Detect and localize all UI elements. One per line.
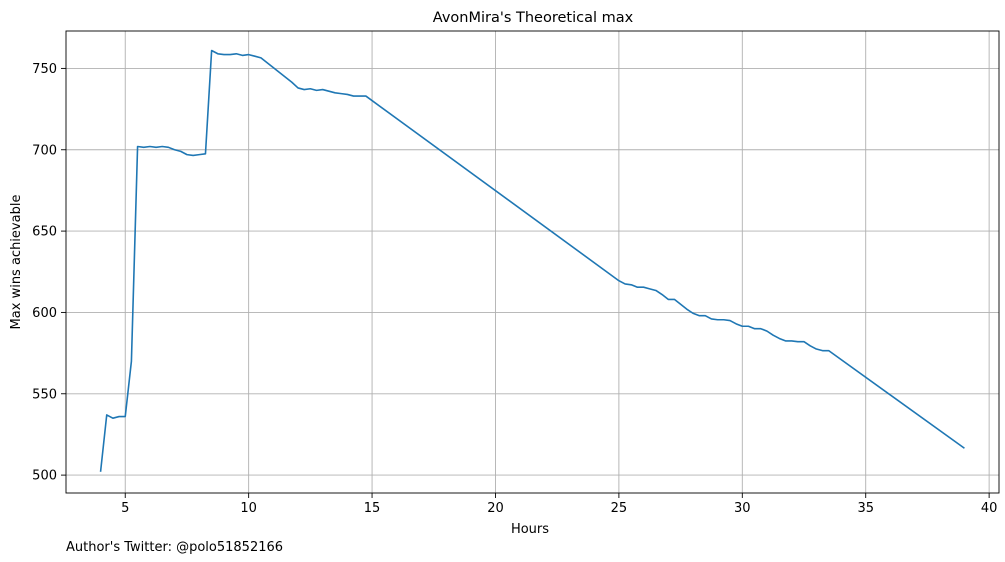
y-tick-label: 600 <box>32 306 57 321</box>
series-layer <box>99 49 965 472</box>
x-axis-ticks: 5 10 15 20 25 30 35 40 <box>121 493 997 516</box>
plot-frame <box>65 30 1000 494</box>
x-tick-label: 20 <box>487 501 504 516</box>
y-tick-label: 650 <box>32 225 57 240</box>
x-tick-label: 35 <box>857 501 874 516</box>
y-tick-label: 700 <box>32 143 57 158</box>
y-axis-label: Max wins achievable <box>9 195 24 330</box>
y-axis-ticks: 500 550 600 650 700 750 <box>32 62 66 484</box>
y-tick-label: 500 <box>32 469 57 484</box>
y-tick-label: 550 <box>32 387 57 402</box>
chart-title: AvonMira's Theoretical max <box>433 10 634 26</box>
x-tick-label: 25 <box>611 501 628 516</box>
x-axis-label: Hours <box>511 522 549 537</box>
y-tick-label: 750 <box>32 62 57 77</box>
x-tick-label: 40 <box>981 501 998 516</box>
x-tick-label: 30 <box>734 501 751 516</box>
grid-layer <box>66 31 999 493</box>
x-tick-label: 10 <box>240 501 257 516</box>
author-footnote: Author's Twitter: @polo51852166 <box>66 540 283 555</box>
axes-frame <box>65 30 1000 494</box>
x-tick-label: 5 <box>121 501 129 516</box>
x-tick-label: 15 <box>364 501 381 516</box>
series-line <box>99 49 965 472</box>
